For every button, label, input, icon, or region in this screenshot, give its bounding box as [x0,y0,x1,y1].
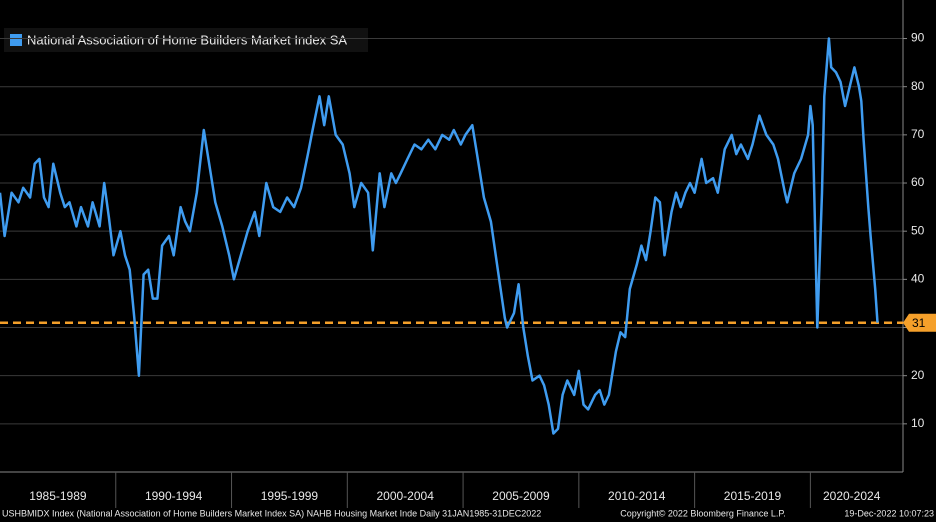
x-tick-label: 2010-2014 [608,489,666,503]
legend-label: National Association of Home Builders Ma… [27,32,347,47]
footer-center: Copyright© 2022 Bloomberg Finance L.P. [620,508,786,518]
x-tick-label: 1985-1989 [29,489,87,503]
x-tick-label: 1995-1999 [261,489,319,503]
y-tick-label: 40 [911,272,925,286]
x-tick-label: 2015-2019 [724,489,782,503]
y-tick-label: 20 [911,368,925,382]
x-tick-label: 2000-2004 [376,489,434,503]
y-tick-label: 80 [911,79,925,93]
last-value-label: 31 [912,316,926,330]
footer-right: 19-Dec-2022 10:07:23 [844,508,934,518]
y-tick-label: 70 [911,127,925,141]
y-tick-label: 60 [911,175,925,189]
y-tick-label: 90 [911,31,925,45]
footer-left: USHBMIDX Index (National Association of … [2,508,541,518]
series-line [0,37,879,435]
x-tick-label: 2005-2009 [492,489,550,503]
last-value-tag [903,313,936,332]
x-tick-label: 2020-2024 [823,489,881,503]
legend-swatch [10,34,22,46]
x-tick-label: 1990-1994 [145,489,203,503]
y-tick-label: 10 [911,416,925,430]
legend-box [4,28,368,52]
y-tick-label: 50 [911,223,925,237]
